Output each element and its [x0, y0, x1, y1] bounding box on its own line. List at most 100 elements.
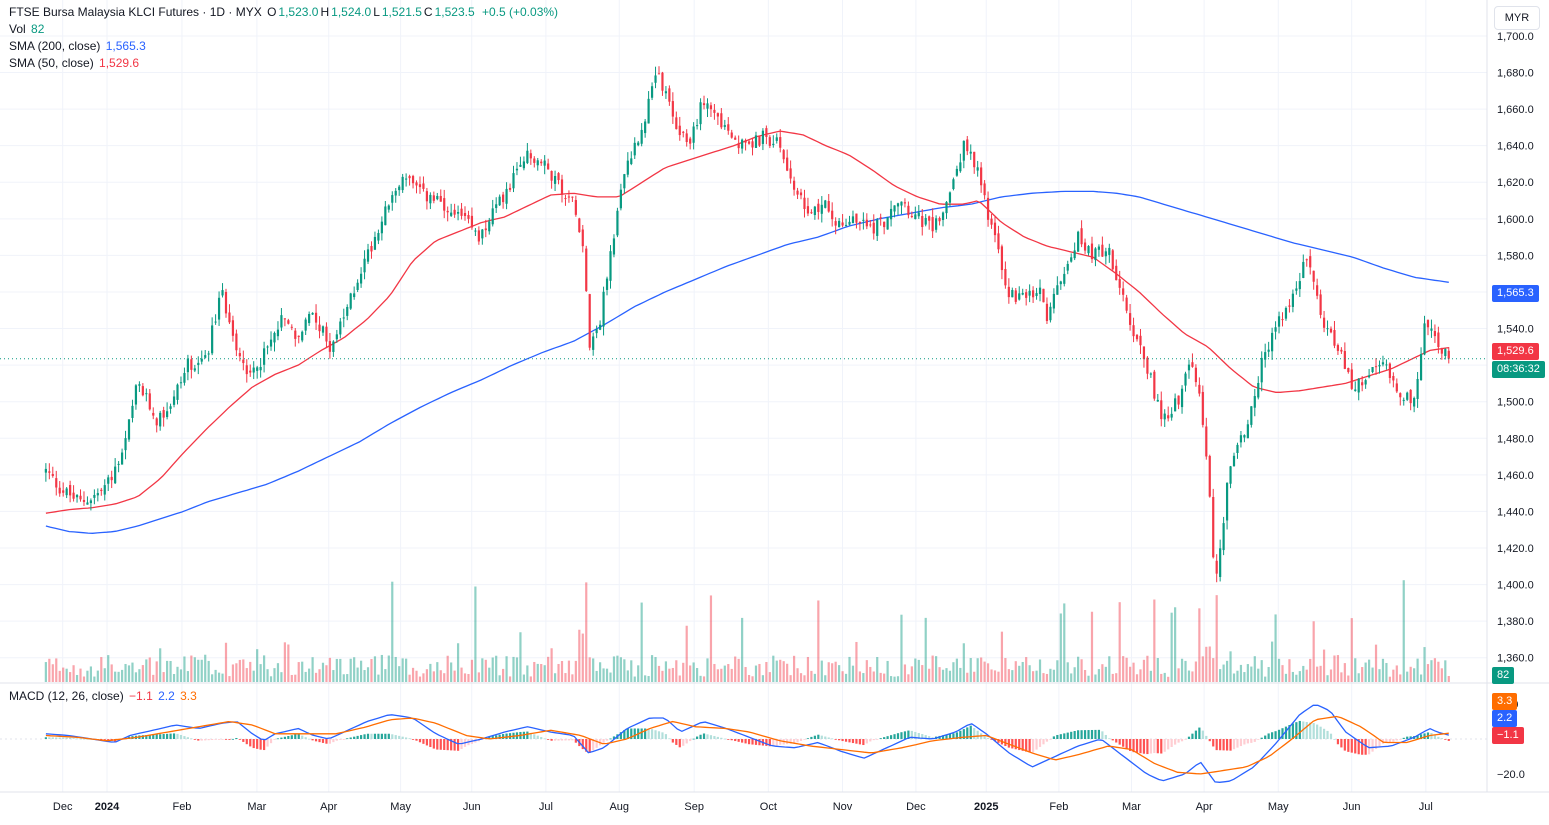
candle-body [1336, 345, 1340, 351]
candle-body [256, 367, 259, 371]
macd-histogram-bar [668, 738, 671, 740]
volume-bar [526, 665, 529, 682]
volume-bar [169, 660, 172, 682]
ohlc-h-label: H [320, 5, 330, 19]
volume-bar [269, 676, 273, 682]
candle-body [889, 208, 893, 220]
macd-label: MACD (12, 26, close) [9, 689, 124, 703]
macd-histogram-bar [1419, 734, 1423, 739]
volume-bar [1018, 665, 1021, 682]
macd-histogram-bar [505, 733, 508, 739]
volume-bar [616, 655, 619, 682]
macd-histogram-bar [450, 739, 453, 751]
volume-bar [429, 663, 432, 682]
candle-body [1430, 328, 1433, 331]
candle-body [1021, 292, 1024, 295]
candle-body [650, 86, 654, 98]
candle-body [1305, 259, 1308, 261]
macd-legend[interactable]: MACD (12, 26, close) −1.1 2.2 3.3 [9, 688, 199, 705]
volume-bar [304, 671, 307, 682]
volume-bar [380, 654, 383, 682]
macd-histogram-bar [948, 733, 952, 739]
candle-body [1156, 399, 1159, 402]
volume-bar [1444, 660, 1447, 682]
candle-body [1392, 376, 1395, 381]
volume-bar [747, 674, 751, 682]
candle-body [224, 291, 228, 314]
candle-body [1444, 349, 1447, 357]
sma200-legend[interactable]: SMA (200, close) 1,565.3 [9, 38, 148, 55]
macd-histogram-bar [186, 737, 189, 739]
volume-bar [1378, 669, 1381, 682]
macd-histogram-bar [1077, 730, 1080, 739]
candle-body [637, 142, 640, 146]
volume-bar [488, 667, 491, 682]
macd-histogram-bar [1115, 739, 1118, 743]
volume-bar [1038, 659, 1042, 682]
y-tick-label: 1,420.0 [1497, 543, 1534, 555]
volume-bar [508, 676, 512, 682]
macd-histogram-bar [339, 739, 342, 740]
volume-bar [1163, 672, 1166, 682]
candle-body [1094, 248, 1097, 261]
change-value: +0.5 (+0.03%) [481, 5, 559, 19]
macd-histogram-bar [557, 739, 560, 741]
macd-histogram-bar [82, 738, 86, 740]
macd-histogram-bar [1305, 721, 1308, 739]
volume-bar [89, 666, 93, 682]
volume-bar [831, 663, 834, 682]
macd-histogram-bar [207, 739, 210, 741]
macd-histogram-bar [997, 739, 1000, 743]
volume-bar [1316, 666, 1319, 682]
volume-bar [540, 664, 543, 682]
volume-bar [1284, 673, 1288, 682]
candle-body [817, 203, 820, 212]
symbol-title[interactable]: FTSE Bursa Malaysia KLCI Futures · 1D · … [9, 5, 262, 19]
macd-histogram-bar [879, 738, 882, 739]
candle-body [363, 258, 366, 273]
volume-bar [1184, 660, 1187, 682]
candle-body [276, 329, 280, 337]
sma50-legend[interactable]: SMA (50, close) 1,529.6 [9, 55, 141, 72]
macd-histogram-bar [1118, 739, 1121, 745]
macd-histogram-bar [1035, 739, 1038, 750]
volume-bar [335, 658, 338, 682]
y-tick-label: 1,680.0 [1497, 68, 1534, 80]
macd-histogram-bar [1409, 736, 1412, 739]
candle-body [297, 335, 300, 337]
macd-histogram-bar [1139, 739, 1142, 754]
macd-histogram-bar [172, 733, 176, 739]
candle-body [176, 384, 179, 400]
candle-body [179, 382, 183, 384]
macd-histogram-bar [876, 739, 879, 740]
volume-bar [671, 667, 674, 682]
candle-body [1340, 349, 1343, 352]
volume-legend[interactable]: Vol 82 [9, 21, 46, 38]
candle-body [93, 494, 96, 498]
symbol-legend[interactable]: FTSE Bursa Malaysia KLCI Futures · 1D · … [9, 4, 560, 21]
macd-histogram-bar [1111, 739, 1114, 741]
macd-histogram-bar [231, 738, 235, 740]
x-tick-label: Mar [1122, 801, 1141, 813]
macd-histogram-bar [436, 739, 439, 750]
candle-body [824, 200, 827, 208]
volume-bar [1406, 671, 1409, 682]
candle-body [1007, 286, 1010, 298]
volume-bar [120, 669, 124, 682]
volume-bar [401, 658, 404, 682]
candle-body [75, 495, 79, 498]
macd-histogram-bar [734, 739, 737, 742]
volume-bar [799, 673, 803, 682]
volume-bar [1191, 671, 1194, 682]
macd-histogram-bar [107, 739, 110, 740]
macd-histogram-bar [1073, 731, 1076, 739]
volume-bar [1122, 656, 1125, 682]
candle-body [456, 212, 460, 214]
candle-body [765, 128, 768, 137]
candle-body [682, 131, 685, 133]
y-tick-label: 1,700.0 [1497, 31, 1534, 43]
volume-bar [692, 662, 695, 682]
currency-button[interactable]: MYR [1494, 6, 1540, 30]
macd-histogram-bar [1191, 733, 1194, 739]
